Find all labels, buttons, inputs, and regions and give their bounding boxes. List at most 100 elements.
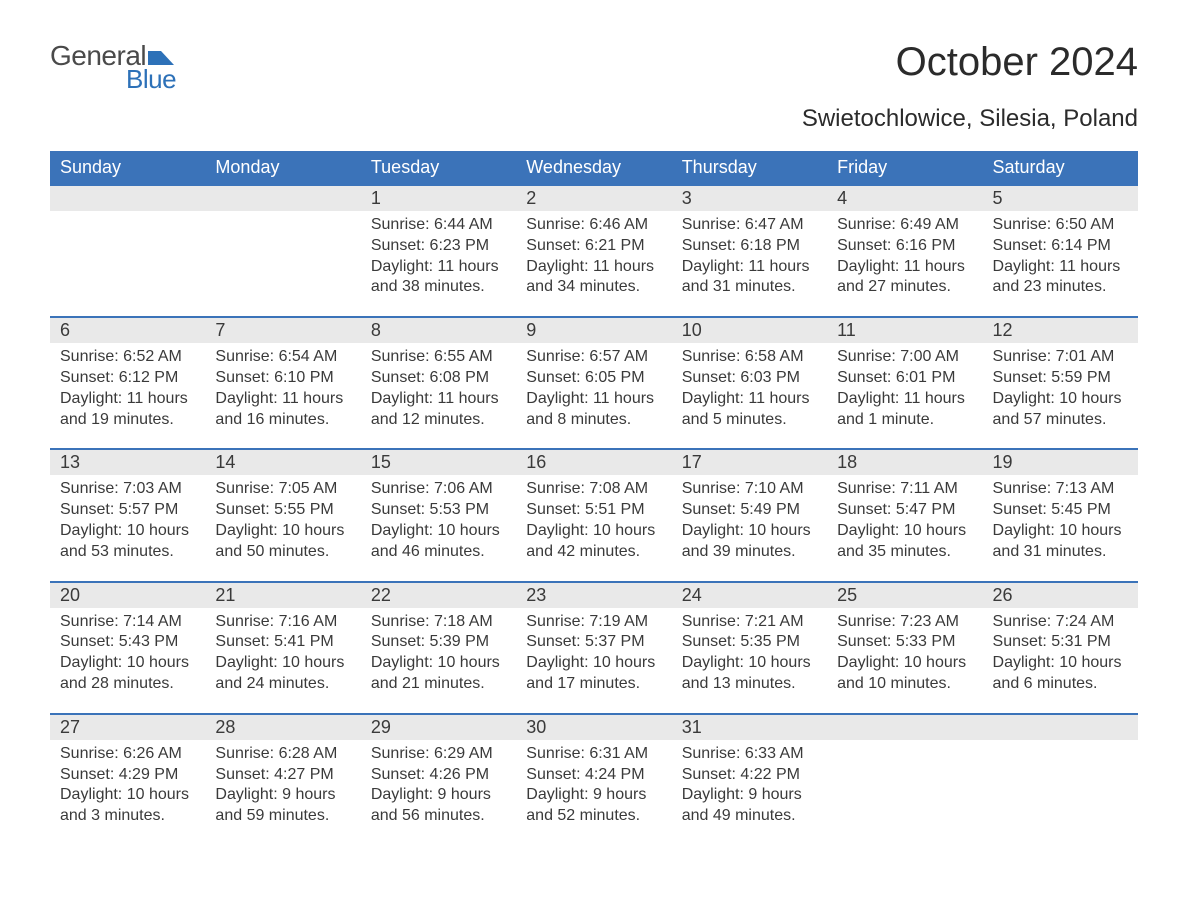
sunrise-text: Sunrise: 7:18 AM <box>371 612 506 633</box>
daylight-text-2: and 1 minute. <box>837 410 972 431</box>
sunrise-text: Sunrise: 6:50 AM <box>993 215 1128 236</box>
day-detail-cell: Sunrise: 6:50 AMSunset: 6:14 PMDaylight:… <box>983 211 1138 317</box>
daylight-text-1: Daylight: 9 hours <box>215 785 350 806</box>
daylight-text-2: and 52 minutes. <box>526 806 661 827</box>
sunset-text: Sunset: 5:51 PM <box>526 500 661 521</box>
sunset-text: Sunset: 6:12 PM <box>60 368 195 389</box>
day-number-cell: 3 <box>672 185 827 211</box>
sunset-text: Sunset: 5:41 PM <box>215 632 350 653</box>
day-number-cell: 9 <box>516 317 671 343</box>
day-detail-cell: Sunrise: 6:29 AMSunset: 4:26 PMDaylight:… <box>361 740 516 845</box>
daylight-text-1: Daylight: 10 hours <box>682 653 817 674</box>
daylight-text-1: Daylight: 11 hours <box>526 257 661 278</box>
day-detail-cell: Sunrise: 7:19 AMSunset: 5:37 PMDaylight:… <box>516 608 671 714</box>
sunrise-text: Sunrise: 7:11 AM <box>837 479 972 500</box>
day-detail-cell: Sunrise: 6:31 AMSunset: 4:24 PMDaylight:… <box>516 740 671 845</box>
day-number-cell: 1 <box>361 185 516 211</box>
sunrise-text: Sunrise: 7:14 AM <box>60 612 195 633</box>
day-number-cell: 16 <box>516 449 671 475</box>
day-number-cell: 23 <box>516 582 671 608</box>
day-number-cell: 25 <box>827 582 982 608</box>
sunset-text: Sunset: 5:35 PM <box>682 632 817 653</box>
day-number-cell: 7 <box>205 317 360 343</box>
day-detail-cell: Sunrise: 6:57 AMSunset: 6:05 PMDaylight:… <box>516 343 671 449</box>
day-detail-cell <box>50 211 205 317</box>
sunset-text: Sunset: 5:33 PM <box>837 632 972 653</box>
daylight-text-1: Daylight: 10 hours <box>60 785 195 806</box>
daylight-text-2: and 21 minutes. <box>371 674 506 695</box>
daylight-text-1: Daylight: 10 hours <box>837 653 972 674</box>
sunset-text: Sunset: 6:08 PM <box>371 368 506 389</box>
day-number-cell: 24 <box>672 582 827 608</box>
sunset-text: Sunset: 6:16 PM <box>837 236 972 257</box>
sunset-text: Sunset: 5:53 PM <box>371 500 506 521</box>
day-number-cell: 15 <box>361 449 516 475</box>
page-title: October 2024 <box>896 40 1138 85</box>
daylight-text-2: and 46 minutes. <box>371 542 506 563</box>
sunset-text: Sunset: 5:37 PM <box>526 632 661 653</box>
day-number-cell: 22 <box>361 582 516 608</box>
daylight-text-2: and 8 minutes. <box>526 410 661 431</box>
sunrise-text: Sunrise: 6:46 AM <box>526 215 661 236</box>
page-subtitle: Swietochlowice, Silesia, Poland <box>50 105 1138 133</box>
day-detail-cell: Sunrise: 6:58 AMSunset: 6:03 PMDaylight:… <box>672 343 827 449</box>
daylight-text-2: and 10 minutes. <box>837 674 972 695</box>
daylight-text-1: Daylight: 10 hours <box>526 653 661 674</box>
daylight-text-1: Daylight: 11 hours <box>837 389 972 410</box>
daylight-text-1: Daylight: 9 hours <box>371 785 506 806</box>
daylight-text-2: and 53 minutes. <box>60 542 195 563</box>
detail-row: Sunrise: 6:26 AMSunset: 4:29 PMDaylight:… <box>50 740 1138 845</box>
daylight-text-2: and 35 minutes. <box>837 542 972 563</box>
daylight-text-1: Daylight: 11 hours <box>526 389 661 410</box>
day-number-cell: 12 <box>983 317 1138 343</box>
daylight-text-2: and 59 minutes. <box>215 806 350 827</box>
daylight-text-2: and 27 minutes. <box>837 277 972 298</box>
daylight-text-1: Daylight: 10 hours <box>371 521 506 542</box>
day-number-cell: 27 <box>50 714 205 740</box>
day-number-cell: 17 <box>672 449 827 475</box>
sunrise-text: Sunrise: 6:49 AM <box>837 215 972 236</box>
daylight-text-2: and 34 minutes. <box>526 277 661 298</box>
daylight-text-1: Daylight: 10 hours <box>993 653 1128 674</box>
sunrise-text: Sunrise: 7:01 AM <box>993 347 1128 368</box>
daylight-text-2: and 3 minutes. <box>60 806 195 827</box>
day-detail-cell: Sunrise: 7:08 AMSunset: 5:51 PMDaylight:… <box>516 475 671 581</box>
daylight-text-2: and 23 minutes. <box>993 277 1128 298</box>
daylight-text-1: Daylight: 10 hours <box>993 521 1128 542</box>
sunrise-text: Sunrise: 6:55 AM <box>371 347 506 368</box>
daynum-row: 2728293031 <box>50 714 1138 740</box>
day-number-cell: 10 <box>672 317 827 343</box>
sunset-text: Sunset: 4:26 PM <box>371 765 506 786</box>
day-detail-cell <box>205 211 360 317</box>
day-number-cell: 20 <box>50 582 205 608</box>
sunrise-text: Sunrise: 6:47 AM <box>682 215 817 236</box>
day-number-cell: 29 <box>361 714 516 740</box>
sunset-text: Sunset: 6:01 PM <box>837 368 972 389</box>
day-detail-cell: Sunrise: 6:44 AMSunset: 6:23 PMDaylight:… <box>361 211 516 317</box>
day-number-cell: 8 <box>361 317 516 343</box>
day-number-cell <box>205 185 360 211</box>
day-number-cell: 21 <box>205 582 360 608</box>
day-detail-cell: Sunrise: 6:46 AMSunset: 6:21 PMDaylight:… <box>516 211 671 317</box>
daylight-text-2: and 6 minutes. <box>993 674 1128 695</box>
sunset-text: Sunset: 5:57 PM <box>60 500 195 521</box>
daylight-text-1: Daylight: 9 hours <box>526 785 661 806</box>
sunset-text: Sunset: 6:10 PM <box>215 368 350 389</box>
day-detail-cell: Sunrise: 7:10 AMSunset: 5:49 PMDaylight:… <box>672 475 827 581</box>
detail-row: Sunrise: 6:44 AMSunset: 6:23 PMDaylight:… <box>50 211 1138 317</box>
sunrise-text: Sunrise: 7:21 AM <box>682 612 817 633</box>
day-detail-cell: Sunrise: 6:28 AMSunset: 4:27 PMDaylight:… <box>205 740 360 845</box>
day-detail-cell: Sunrise: 6:55 AMSunset: 6:08 PMDaylight:… <box>361 343 516 449</box>
daylight-text-1: Daylight: 10 hours <box>60 521 195 542</box>
day-detail-cell: Sunrise: 7:13 AMSunset: 5:45 PMDaylight:… <box>983 475 1138 581</box>
sunset-text: Sunset: 5:59 PM <box>993 368 1128 389</box>
logo: General Blue <box>50 40 176 95</box>
day-number-cell: 26 <box>983 582 1138 608</box>
sunrise-text: Sunrise: 6:44 AM <box>371 215 506 236</box>
daynum-row: 20212223242526 <box>50 582 1138 608</box>
sunrise-text: Sunrise: 6:31 AM <box>526 744 661 765</box>
sunset-text: Sunset: 6:03 PM <box>682 368 817 389</box>
sunset-text: Sunset: 5:39 PM <box>371 632 506 653</box>
sunset-text: Sunset: 5:55 PM <box>215 500 350 521</box>
daylight-text-2: and 38 minutes. <box>371 277 506 298</box>
